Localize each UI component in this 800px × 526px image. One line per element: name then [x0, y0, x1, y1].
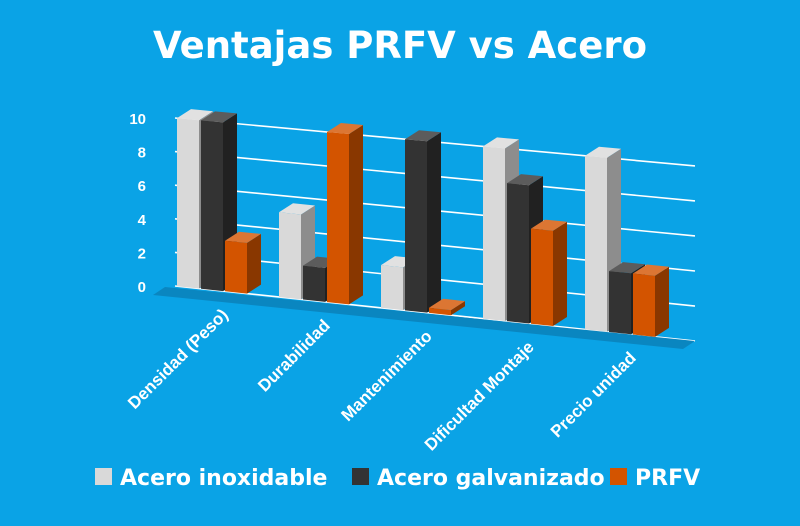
- bar: [633, 264, 669, 337]
- bar-top: [327, 123, 363, 135]
- bar-front: [201, 120, 223, 292]
- y-tick-label: 4: [138, 212, 147, 229]
- legend-label: Acero galvanizado: [377, 466, 605, 491]
- legend-item: PRFV: [610, 466, 700, 491]
- x-category-label: Durabilidad: [254, 316, 334, 396]
- bar-side: [655, 266, 669, 337]
- bar-front: [609, 271, 631, 335]
- y-axis-ticks: 0 2 4 6 8 10: [129, 111, 146, 296]
- bar-front: [585, 155, 607, 332]
- y-tick-label: 2: [138, 245, 146, 262]
- legend-swatch: [352, 468, 369, 485]
- y-tick-label: 0: [138, 279, 146, 296]
- bar-front: [507, 183, 529, 324]
- y-tick-label: 10: [129, 111, 146, 128]
- x-category-label: Mantenimiento: [338, 327, 436, 425]
- bar-front: [483, 146, 505, 321]
- bar-top: [609, 262, 645, 274]
- bar-top: [585, 146, 621, 158]
- y-tick-label: 8: [138, 145, 146, 162]
- gridline: [174, 285, 696, 342]
- legend-label: Acero inoxidable: [120, 466, 327, 491]
- bar: [405, 130, 441, 313]
- legend-swatch: [95, 468, 112, 485]
- bar-top: [405, 130, 441, 142]
- legend-item: Acero galvanizado: [352, 466, 605, 491]
- floor-slab: [153, 287, 695, 349]
- bar: [429, 298, 465, 316]
- bar-top: [531, 219, 567, 231]
- bar-top: [633, 264, 669, 276]
- bar-top: [483, 137, 519, 149]
- bar-front: [225, 240, 247, 294]
- bar: [327, 123, 363, 305]
- bar-front: [633, 273, 655, 337]
- chart-title: Ventajas PRFV vs Acero: [153, 24, 647, 67]
- bar: [531, 219, 567, 327]
- legend-swatch: [610, 468, 627, 485]
- y-tick-label: 6: [138, 178, 146, 195]
- bar-top: [429, 298, 465, 311]
- bar-front: [279, 212, 301, 300]
- bar-side: [349, 125, 363, 305]
- bar-front: [177, 118, 199, 289]
- bar-top: [279, 203, 315, 215]
- bar-side: [451, 301, 465, 316]
- x-category-label: Dificultad Montaje: [421, 338, 538, 455]
- legend-label: PRFV: [635, 466, 700, 491]
- bar-top: [177, 109, 213, 121]
- bar-side: [247, 233, 261, 294]
- bar-side: [427, 132, 441, 313]
- bars: [177, 109, 669, 337]
- x-category-label: Precio unidad: [547, 348, 640, 441]
- legend: Acero inoxidable Acero galvanizado PRFV: [95, 466, 700, 491]
- bar-front: [531, 228, 553, 327]
- legend-item: Acero inoxidable: [95, 466, 327, 491]
- bar-front: [429, 307, 451, 316]
- bar-front: [405, 139, 427, 313]
- bar-front: [327, 132, 349, 305]
- bar-top: [507, 174, 543, 186]
- bar-top: [201, 111, 237, 123]
- bar-front: [381, 265, 403, 311]
- bar-side: [553, 221, 567, 327]
- x-category-label: Densidad (Peso): [124, 305, 232, 413]
- bar-front: [303, 265, 325, 302]
- chart-floor: [153, 287, 695, 349]
- bar-top: [225, 231, 261, 243]
- bar: [225, 231, 261, 294]
